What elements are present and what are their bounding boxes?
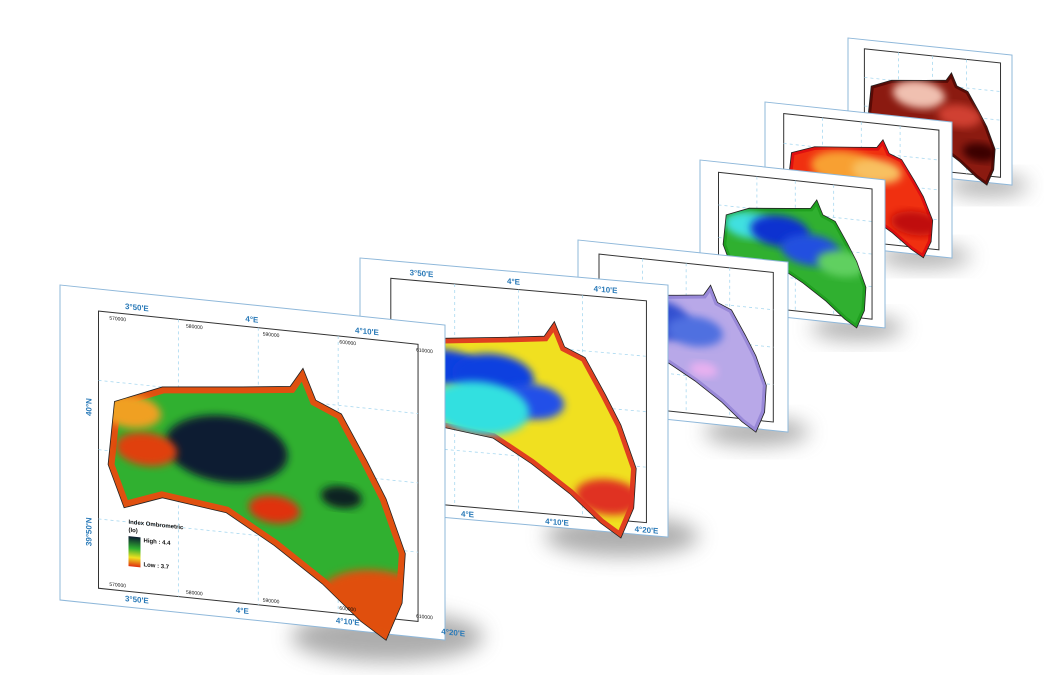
- latitude-label: 40°N: [85, 397, 94, 416]
- map-panel: 3°50'E 4°E 4°10'E 3°50'E 4°E 4°10'E 4°20'E 40°N…: [59, 284, 466, 643]
- island-outline: [398, 320, 637, 539]
- easting-label: 570000: [109, 316, 126, 324]
- easting-label: 570000: [109, 582, 126, 590]
- contour-blob: [892, 80, 945, 109]
- contour-blob: [164, 415, 288, 483]
- legend-title: Index Ombrometric: [129, 520, 185, 532]
- legend-high: High : 4.4: [144, 538, 172, 547]
- longitude-label: 3°50'E: [125, 302, 149, 314]
- graticule: [783, 143, 939, 161]
- legend-ramp: [128, 536, 141, 568]
- longitude-label: 4°E: [507, 277, 521, 287]
- longitude-label: 3°50'E: [125, 594, 149, 606]
- easting-label: 600000: [339, 339, 356, 347]
- longitude-label: 4°10'E: [594, 284, 618, 295]
- contour-blob: [890, 211, 933, 236]
- contour-blob: [689, 362, 718, 378]
- easting-label: 580000: [186, 590, 203, 598]
- easting-label: 580000: [186, 323, 203, 331]
- contour-blob: [962, 143, 996, 162]
- easting-label: 610000: [416, 347, 433, 355]
- longitude-label: 3°50'E: [410, 268, 434, 279]
- easting-label: 600000: [339, 606, 356, 614]
- graticule: [98, 379, 419, 414]
- island: [723, 193, 866, 329]
- easting-label: 590000: [263, 331, 280, 339]
- contour-blob: [248, 495, 300, 524]
- contour-blob: [108, 394, 162, 429]
- island-outline: [107, 367, 406, 641]
- longitude-label: 4°20'E: [635, 525, 659, 536]
- easting-label: 610000: [416, 614, 433, 622]
- easting-label: 590000: [263, 598, 280, 606]
- contour-blob: [115, 432, 178, 467]
- longitude-label: 4°10'E: [336, 616, 360, 628]
- contour-blob: [431, 381, 530, 436]
- latitude-label: 39°50'N: [85, 517, 94, 547]
- longitude-label: 4°E: [245, 314, 259, 324]
- contour-blob: [816, 250, 866, 278]
- contour-blob: [666, 316, 723, 347]
- longitude-label: 4°E: [461, 509, 475, 519]
- map-layers: 3°50'E 4°E 4°10'E 4°E 4°10'E 4°20'E 40°N 39°50'…: [59, 37, 1029, 662]
- legend-unit: (Io): [129, 528, 138, 535]
- longitude-label: 4°E: [236, 606, 250, 616]
- graticule: [718, 204, 873, 222]
- legend-low: Low : 3.7: [144, 562, 170, 571]
- graticule: [599, 291, 774, 311]
- longitude-label: 4°20'E: [441, 627, 465, 639]
- contour-blob: [320, 485, 362, 509]
- contour-blob: [575, 479, 637, 516]
- longitude-label: 4°10'E: [545, 517, 569, 528]
- longitude-label: 4°10'E: [355, 326, 379, 338]
